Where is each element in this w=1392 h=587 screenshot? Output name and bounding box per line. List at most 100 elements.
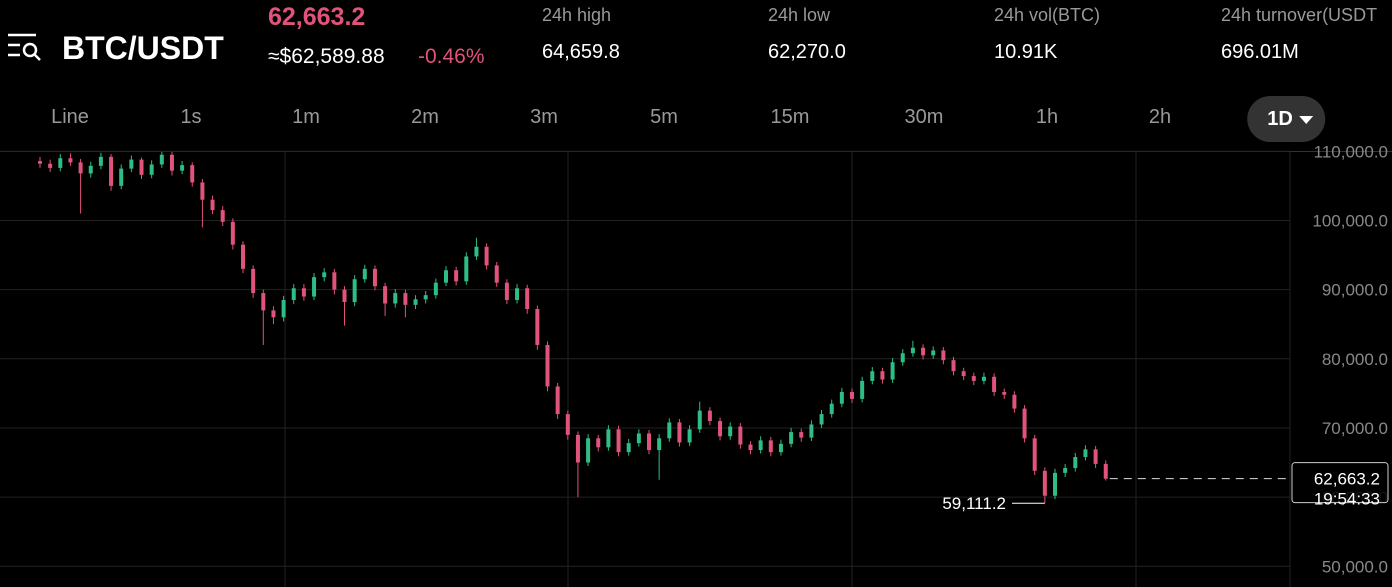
candle-body <box>281 299 286 318</box>
candle-body <box>1073 456 1078 469</box>
candle-body <box>180 165 185 171</box>
timeframe-tab[interactable]: 2h <box>1148 106 1172 128</box>
candle-body <box>78 162 83 174</box>
candle-body <box>667 422 672 439</box>
candle-body <box>68 158 73 163</box>
candle-body <box>535 308 540 345</box>
y-tick-label: 70,000.0 <box>1322 419 1388 438</box>
candle-body <box>372 268 377 287</box>
plot <box>38 152 1108 504</box>
candle-body <box>464 256 469 282</box>
stat-label: 24h high <box>542 5 612 25</box>
stat-value: 10.91K <box>994 41 1058 63</box>
timeframe-tab[interactable]: 1D <box>1247 96 1325 142</box>
timeframe-tab[interactable]: 15m <box>770 106 810 128</box>
low-marker-label: 59,111.2 <box>942 494 1006 513</box>
price: 62,663.2 <box>268 3 366 31</box>
candle-body <box>251 268 256 294</box>
candle-body <box>312 277 317 297</box>
candle-body <box>474 246 479 257</box>
stat-label: 24h low <box>768 5 831 25</box>
y-tick-label: 110,000.0 <box>1314 142 1388 161</box>
timeframe-tab[interactable]: Line <box>51 106 89 128</box>
timeframe-tab[interactable]: 3m <box>530 106 558 128</box>
candle-body <box>718 421 723 437</box>
candle-body <box>230 221 235 245</box>
candle-body <box>504 282 509 300</box>
candle-body <box>992 376 997 392</box>
candle-body <box>728 426 733 437</box>
candle-body <box>38 160 42 164</box>
timeframe-tab[interactable]: 5m <box>650 106 678 128</box>
change: -0.46% <box>418 45 485 68</box>
candle-body <box>220 210 225 222</box>
candle-body <box>88 165 93 174</box>
timeframe-tab[interactable]: 30m <box>904 106 944 128</box>
candle-body <box>393 293 398 304</box>
candle-body <box>261 293 266 311</box>
y-tick-label: 90,000.0 <box>1322 281 1388 300</box>
candle-body <box>413 299 418 305</box>
candle-body <box>1063 468 1068 473</box>
candle-body <box>971 376 976 381</box>
candle-body <box>139 159 144 175</box>
candle-body <box>941 350 946 361</box>
candle-body <box>383 286 388 304</box>
candle-body <box>565 414 570 435</box>
candle-body <box>210 199 215 211</box>
candle-body <box>707 410 712 422</box>
candle-body <box>636 433 641 444</box>
candle-body <box>58 158 63 168</box>
candle-body <box>870 371 875 381</box>
candle-body <box>951 360 956 372</box>
candle-body <box>931 350 936 356</box>
candle-body <box>1002 391 1007 395</box>
pair[interactable]: BTC/USDT <box>62 30 224 66</box>
candle-body <box>575 434 580 463</box>
candle-body <box>1032 438 1037 471</box>
candle-body <box>890 362 895 380</box>
candle-body <box>48 163 53 168</box>
candle-body <box>1083 449 1088 457</box>
timeframe-tab[interactable]: 1s <box>180 106 202 128</box>
candle-body <box>1012 394 1017 409</box>
candle-body <box>809 424 814 438</box>
candle-body <box>301 288 306 297</box>
candle-body <box>1053 472 1057 496</box>
candle-body <box>352 279 357 303</box>
timeframe-tab[interactable]: 1m <box>292 106 320 128</box>
timeframe-tab[interactable]: 1h <box>1035 106 1059 128</box>
stat-value: 62,270.0 <box>768 41 846 63</box>
candle-body <box>98 156 103 166</box>
candle-body <box>829 403 834 415</box>
candle-body <box>586 438 591 463</box>
candle-body <box>1042 470 1047 496</box>
candle-body <box>241 244 245 269</box>
last-price-label: 62,663.2 <box>1314 470 1380 489</box>
candle-body <box>647 433 651 451</box>
candle-body <box>322 272 327 278</box>
candle-body <box>169 154 174 171</box>
stat-value: 696.01M <box>1221 41 1299 63</box>
candle-body <box>555 386 560 415</box>
candle-body <box>403 293 408 305</box>
candle-body <box>444 270 448 283</box>
timeframe-tab[interactable]: 2m <box>411 106 439 128</box>
candle-body <box>342 289 347 303</box>
candle-body <box>129 159 134 169</box>
last-price-box <box>1291 462 1389 504</box>
candle-body <box>819 414 824 425</box>
menu-icon[interactable] <box>8 32 44 62</box>
stat-label: 24h turnover(USDT <box>1221 5 1378 25</box>
candle-body <box>687 429 692 443</box>
candle-body <box>839 391 844 404</box>
candle-body <box>159 154 164 165</box>
candle-body <box>190 165 195 183</box>
candle-body <box>961 371 966 377</box>
candle-body <box>900 353 905 363</box>
candle-body <box>1093 449 1098 464</box>
y-tick-label: 80,000.0 <box>1322 350 1388 369</box>
candle-body <box>860 380 865 399</box>
candle-body <box>880 371 885 380</box>
stat-value: 64,659.8 <box>542 41 620 63</box>
